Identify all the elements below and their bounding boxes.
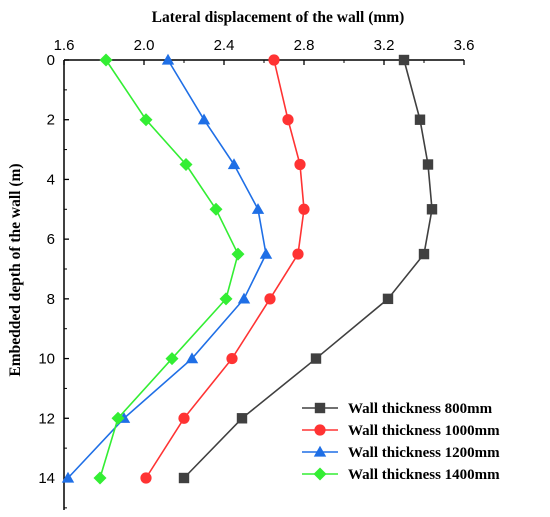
legend-entry-3: Wall thickness 1200mm <box>302 445 500 461</box>
y-tick-label: 4 <box>47 171 55 188</box>
y-tick-label: 2 <box>47 112 55 129</box>
data-point-diamond <box>165 352 179 366</box>
data-point-diamond <box>139 113 153 127</box>
series-line <box>145 59 305 479</box>
series-2 <box>140 54 310 484</box>
data-point-diamond <box>219 292 233 306</box>
legend-label: Wall thickness 1400mm <box>348 467 500 483</box>
data-point-square <box>236 413 248 424</box>
x-tick-label: 3.6 <box>454 37 475 54</box>
data-point-triangle <box>185 352 199 364</box>
x-tick-label: 1.6 <box>54 37 75 54</box>
data-point-circle <box>298 203 310 215</box>
y-tick-label: 0 <box>47 52 55 69</box>
data-point-triangle <box>237 292 251 304</box>
data-point-diamond <box>111 411 125 425</box>
data-point-circle <box>282 114 294 126</box>
data-point-diamond <box>179 158 193 171</box>
data-point-triangle <box>251 203 265 214</box>
series-line <box>67 59 267 479</box>
series-4 <box>93 53 245 485</box>
legend-label: Wall thickness 800mm <box>348 401 493 417</box>
data-point-triangle <box>259 247 273 259</box>
data-point-circle <box>264 293 276 305</box>
data-point-square <box>178 472 190 484</box>
series-layer <box>61 53 438 485</box>
y-axis-title: Embedded depth of the wall (m) <box>7 163 24 376</box>
data-point-square <box>382 293 394 305</box>
legend-entry-4: Wall thickness 1400mm <box>302 467 500 483</box>
data-point-circle <box>140 472 152 484</box>
data-point-square <box>418 248 430 260</box>
y-tick-label: 8 <box>47 291 55 308</box>
data-point-triangle <box>227 158 241 170</box>
series-3 <box>61 53 273 483</box>
axes: 1.6 2.0 2.4 2.8 3.2 3.6 0 2 4 6 8 10 12 14 <box>38 37 474 510</box>
x-tick-label: 2.0 <box>134 37 155 54</box>
data-point-square <box>422 159 434 170</box>
y-tick-label: 10 <box>38 351 55 368</box>
legend: Wall thickness 800mm Wall thickness 1000m… <box>302 401 500 483</box>
legend-entry-2: Wall thickness 1000mm <box>302 423 500 439</box>
data-point-circle <box>292 248 304 260</box>
data-point-circle <box>226 352 238 365</box>
legend-label: Wall thickness 1200mm <box>348 445 500 461</box>
data-point-diamond <box>99 53 113 67</box>
legend-label: Wall thickness 1000mm <box>348 423 500 439</box>
data-point-square <box>310 353 322 364</box>
data-point-triangle <box>313 445 327 457</box>
x-axis-title: Lateral displacement of the wall (mm) <box>152 9 405 26</box>
data-point-circle <box>268 54 280 66</box>
data-point-triangle <box>61 471 75 483</box>
data-point-square <box>426 204 438 215</box>
data-point-diamond <box>231 247 245 261</box>
data-point-diamond <box>313 467 327 481</box>
data-point-circle <box>314 424 326 436</box>
x-tick-label: 3.2 <box>374 37 395 54</box>
data-point-circle <box>294 158 306 171</box>
series-1 <box>178 54 438 484</box>
data-point-triangle <box>161 53 175 65</box>
x-tick-label: 2.8 <box>294 37 315 54</box>
data-point-diamond <box>93 471 107 485</box>
data-point-diamond <box>209 202 223 216</box>
data-point-circle <box>178 412 190 424</box>
legend-entry-1: Wall thickness 800mm <box>302 401 493 417</box>
data-point-square <box>414 114 426 125</box>
data-point-square <box>398 54 410 66</box>
x-tick-label: 2.4 <box>214 37 235 54</box>
y-tick-label: 12 <box>38 410 55 427</box>
data-point-square <box>314 402 326 414</box>
data-point-triangle <box>197 113 211 125</box>
y-tick-label: 6 <box>47 231 55 248</box>
y-tick-label: 14 <box>38 470 55 487</box>
